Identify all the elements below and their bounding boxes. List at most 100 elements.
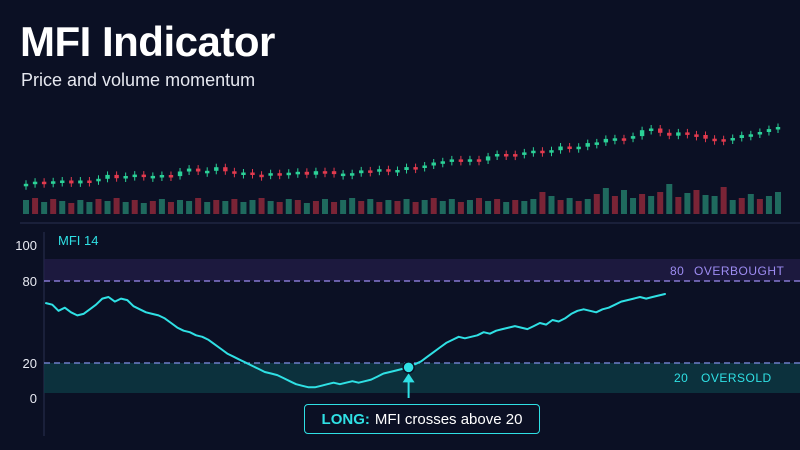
volume-bar — [503, 202, 510, 214]
candle-body — [359, 170, 364, 174]
overbought-number: 80 — [670, 264, 684, 278]
candle-body — [322, 171, 328, 174]
candle-body — [223, 167, 228, 172]
candle-body — [331, 171, 337, 175]
volume-bar — [394, 201, 401, 214]
candle-body — [32, 181, 38, 185]
volume-bar — [186, 201, 193, 214]
y-tick-100: 100 — [15, 238, 37, 253]
volume-bar — [711, 196, 718, 214]
candle-body — [576, 146, 581, 150]
candle-body — [766, 129, 772, 132]
volume-bar — [530, 199, 537, 214]
volume-bar — [593, 194, 600, 214]
volume-bar — [122, 202, 129, 214]
volume-bar — [249, 200, 256, 214]
candle-body — [567, 146, 572, 149]
volume-bar — [68, 203, 75, 214]
candle-body — [648, 128, 654, 131]
volume-bar — [738, 198, 745, 214]
candle-body — [630, 136, 636, 139]
volume-bar — [50, 199, 57, 214]
volume-bar — [575, 201, 582, 214]
candle-body — [105, 174, 110, 179]
candle-body — [186, 168, 192, 172]
volume-bar — [240, 202, 247, 214]
candle-body — [775, 127, 781, 130]
volume-bar — [95, 199, 102, 214]
candle-body — [150, 175, 156, 179]
candle-body — [703, 135, 708, 139]
volume-bar — [775, 192, 781, 214]
candle-body — [494, 154, 500, 157]
volume-bar — [358, 201, 365, 214]
oversold-label: OVERSOLD — [701, 371, 772, 385]
candle-body — [730, 138, 735, 141]
candle-body — [458, 159, 464, 162]
mfi-panel-label: MFI 14 — [58, 233, 98, 248]
candle-body — [205, 170, 210, 174]
candle-body — [78, 180, 83, 184]
candle-body — [594, 142, 599, 145]
volume-bar — [41, 202, 48, 214]
volume-bar — [693, 190, 700, 214]
candle-body — [531, 150, 536, 154]
volume-bar — [213, 200, 220, 214]
volume-bar — [584, 199, 591, 214]
candle-body — [277, 173, 282, 176]
candle-body — [386, 169, 391, 172]
volume-bar — [340, 200, 347, 214]
volume-bar — [258, 198, 265, 214]
volume-bar — [23, 200, 29, 214]
volume-bar — [494, 199, 501, 214]
candle-body — [685, 132, 690, 135]
volume-bar — [639, 194, 646, 214]
volume-bar — [204, 202, 211, 214]
volume-bar — [195, 198, 202, 214]
candle-body — [141, 174, 146, 178]
volume-bar — [113, 198, 120, 214]
candle-body — [60, 180, 65, 183]
volume-bar — [303, 203, 310, 214]
candle-body — [676, 132, 681, 136]
candle-body — [739, 135, 744, 138]
volume-bar — [104, 201, 111, 214]
candle-body — [349, 173, 355, 176]
volume-bar — [684, 193, 691, 214]
callout-signal: LONG: — [321, 410, 370, 428]
volume-bar — [602, 188, 609, 214]
candle-body — [195, 168, 201, 172]
volume-bar — [140, 203, 147, 214]
volume-bar — [158, 199, 165, 214]
volume-bar — [756, 199, 763, 214]
candle-body — [413, 167, 418, 170]
oversold-zone — [44, 363, 800, 393]
mfi-series-line — [45, 293, 666, 389]
volume-bar — [512, 200, 519, 214]
volume-bar — [412, 202, 419, 214]
volume-bar — [557, 200, 564, 214]
candle-body — [449, 159, 455, 162]
candle-body — [114, 174, 119, 179]
volume-bar — [331, 202, 338, 214]
candle-body — [721, 139, 726, 142]
candle-body — [250, 172, 255, 175]
volume-bar — [657, 192, 664, 214]
volume-bars — [23, 184, 781, 214]
volume-bar — [149, 201, 156, 214]
candle-body — [603, 138, 609, 143]
y-tick-80: 80 — [23, 274, 37, 289]
candle-body — [69, 180, 74, 184]
candle-body — [540, 150, 545, 154]
candle-body — [304, 171, 310, 175]
volume-bar — [457, 202, 464, 214]
candle-body — [467, 159, 473, 162]
volume-bar — [476, 198, 483, 214]
candle-body — [757, 132, 763, 135]
candle-body — [522, 152, 527, 155]
candle-body — [232, 171, 237, 174]
candle-body — [612, 138, 618, 141]
volume-bar — [448, 199, 455, 214]
candle-body — [431, 162, 436, 166]
candle-body — [377, 169, 382, 172]
